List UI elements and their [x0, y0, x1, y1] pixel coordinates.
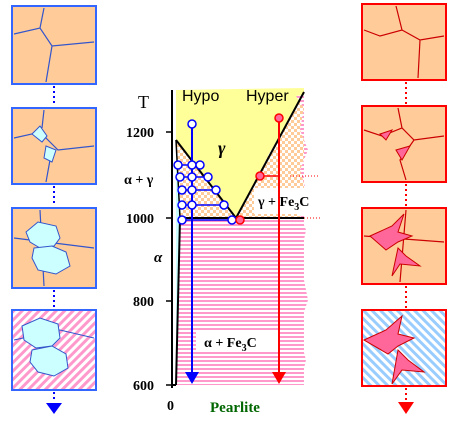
hypo-panel-3: [11, 207, 97, 289]
gamma-fe3c-label: γ + Fe3C: [257, 195, 309, 213]
hypo-down-arrow-icon: [46, 403, 62, 414]
solvus-line: [175, 217, 181, 386]
hypo-label: Hypo: [182, 88, 219, 105]
hyper-panel-4: [361, 309, 447, 387]
y-axis-title: T: [138, 92, 149, 112]
tick-label-600: 600: [133, 379, 154, 394]
phase-diagram: T 1200 1000 800 600 0 Pearlite Hypo Hype…: [124, 88, 320, 416]
hyper-label: Hyper: [246, 88, 289, 105]
gamma-label: γ: [218, 138, 226, 158]
alpha-gamma-label: α + γ: [124, 173, 154, 188]
alpha-label: α: [154, 250, 163, 266]
gamma-field: [176, 88, 304, 218]
alpha-fe3c-label: α + Fe3C: [204, 336, 257, 354]
hyper-panel-1: [361, 3, 447, 81]
alpha-fe3c-label-bg: [196, 330, 280, 352]
gamma-fe3c-label-bg: [254, 188, 310, 214]
tick-label-1200: 1200: [126, 126, 154, 141]
hyper-down-arrow-icon: [398, 402, 414, 414]
pearlite-edge: [296, 95, 308, 385]
hypo-panel-1: [11, 5, 97, 85]
hypo-circles: [173, 119, 237, 225]
hyper-panel-2: [361, 105, 447, 183]
x-tick-label-0: 0: [167, 399, 174, 414]
tick-label-800: 800: [133, 295, 154, 310]
hypo-cooling-arrow-icon: [185, 372, 199, 384]
x-axis-label: Pearlite: [210, 400, 260, 416]
hypo-panel-4: [11, 309, 97, 391]
hypo-panel-2: [11, 107, 97, 185]
hyper-cooling-arrow-icon: [272, 372, 286, 384]
tick-label-1000: 1000: [126, 212, 154, 227]
acm-line: [235, 91, 305, 219]
pearlite-field: [176, 218, 304, 385]
hyper-circles: [235, 113, 284, 225]
hyper-panel-3: [361, 207, 447, 285]
